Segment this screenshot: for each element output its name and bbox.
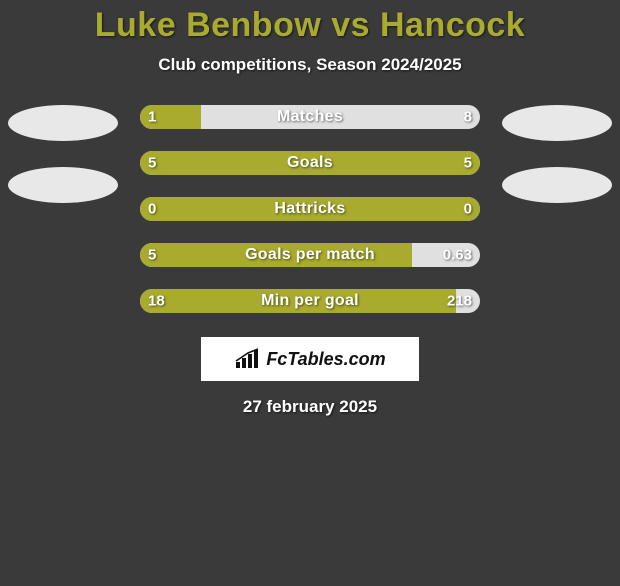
player-avatar-right-1 (502, 105, 612, 141)
subtitle: Club competitions, Season 2024/2025 (0, 55, 620, 75)
stat-label: Goals (287, 154, 333, 172)
brand-badge: FcTables.com (201, 337, 419, 381)
stat-value-left: 0 (148, 201, 156, 218)
right-player-avatars (502, 105, 612, 203)
stat-bar-matches: 1 Matches 8 (140, 105, 480, 129)
player-avatar-right-2 (502, 167, 612, 203)
stat-value-right: 5 (464, 155, 472, 172)
bar-left-fill (140, 151, 310, 175)
player-avatar-left-2 (8, 167, 118, 203)
page-title: Luke Benbow vs Hancock (0, 6, 620, 45)
stat-bar-hattricks: 0 Hattricks 0 (140, 197, 480, 221)
stat-label: Min per goal (261, 292, 359, 310)
stat-value-right: 218 (447, 293, 472, 310)
stat-bars: 1 Matches 8 5 Goals 5 0 Hattricks 0 5 Go… (140, 105, 480, 313)
stat-value-left: 5 (148, 247, 156, 264)
stat-value-right: 0 (464, 201, 472, 218)
bar-right-fill (310, 151, 480, 175)
stat-bar-goals-per-match: 5 Goals per match 0.63 (140, 243, 480, 267)
brand-label: FcTables.com (266, 349, 385, 370)
stat-label: Matches (277, 108, 343, 126)
stat-value-right: 0.63 (443, 247, 472, 264)
chart-icon (234, 348, 260, 370)
stat-value-right: 8 (464, 109, 472, 126)
player-avatar-left-1 (8, 105, 118, 141)
date-label: 27 february 2025 (0, 397, 620, 417)
comparison-chart: 1 Matches 8 5 Goals 5 0 Hattricks 0 5 Go… (0, 105, 620, 313)
stat-label: Goals per match (245, 246, 375, 264)
left-player-avatars (8, 105, 118, 203)
stat-bar-goals: 5 Goals 5 (140, 151, 480, 175)
stat-value-left: 18 (148, 293, 165, 310)
stat-label: Hattricks (274, 200, 345, 218)
stat-value-left: 1 (148, 109, 156, 126)
stat-bar-min-per-goal: 18 Min per goal 218 (140, 289, 480, 313)
stat-value-left: 5 (148, 155, 156, 172)
